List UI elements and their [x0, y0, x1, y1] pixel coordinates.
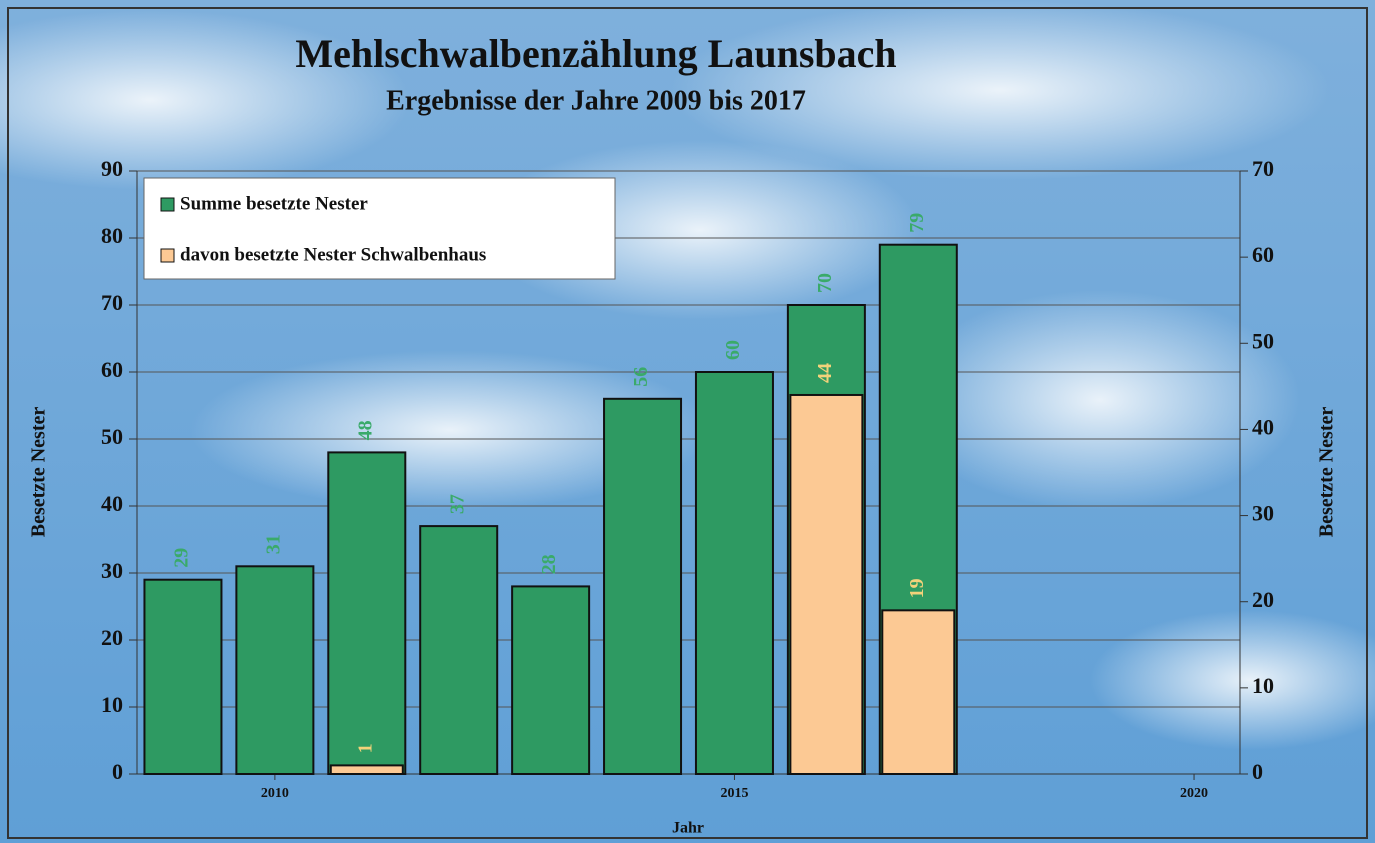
y2-tick-label: 40	[1252, 414, 1274, 439]
value-label: 31	[262, 534, 284, 554]
bar	[327, 451, 407, 775]
x-tick-label: 2020	[1180, 786, 1208, 801]
bar	[329, 764, 404, 776]
value-label: 79	[906, 213, 928, 233]
bar	[694, 371, 774, 775]
y2-tick-label: 70	[1252, 156, 1274, 181]
bar	[419, 525, 499, 775]
y-axis-title: Besetzte Nester	[28, 407, 50, 538]
legend-swatch	[160, 197, 175, 212]
bar	[511, 585, 591, 776]
y-tick-label: 10	[101, 692, 123, 717]
value-label: 28	[538, 554, 560, 574]
legend-label: Summe besetzte Nester	[180, 193, 368, 214]
value-label: 19	[906, 578, 928, 598]
bar	[235, 565, 315, 775]
value-label: 56	[630, 367, 652, 387]
cloud	[900, 290, 1300, 510]
y2-tick-label: 30	[1252, 501, 1274, 526]
cloud	[1090, 610, 1375, 750]
y2-tick-label: 10	[1252, 673, 1274, 698]
value-label: 60	[722, 340, 744, 360]
y-tick-label: 80	[101, 223, 123, 248]
value-label: 1	[354, 743, 376, 753]
y-tick-label: 60	[101, 357, 123, 382]
bar	[881, 609, 956, 775]
cloud	[670, 0, 1330, 180]
y-tick-label: 90	[101, 156, 123, 181]
legend-box	[143, 177, 616, 280]
y-tick-label: 20	[101, 625, 123, 650]
chart-subtitle: Ergebnisse der Jahre 2009 bis 2017	[386, 85, 806, 116]
value-label: 29	[171, 548, 193, 568]
bar	[789, 393, 864, 775]
x-tick-label: 2015	[720, 786, 748, 801]
y-tick-label: 50	[101, 424, 123, 449]
y2-tick-label: 60	[1252, 242, 1274, 267]
frame	[7, 7, 1368, 839]
x-axis-title: Jahr	[672, 820, 704, 837]
x-tick-label: 2010	[261, 786, 289, 801]
legend-swatch	[160, 248, 175, 263]
cloud	[190, 350, 710, 510]
chart-title: Mehlschwalbenzählung Launsbach	[295, 31, 896, 76]
y2-tick-label: 0	[1252, 759, 1263, 784]
value-label: 37	[446, 494, 468, 514]
y-tick-label: 70	[101, 290, 123, 315]
value-label: 70	[814, 273, 836, 293]
bar	[603, 397, 683, 775]
value-label: 48	[354, 420, 376, 440]
y-tick-label: 0	[112, 759, 123, 784]
bar	[143, 578, 223, 776]
y2-tick-label: 50	[1252, 328, 1274, 353]
cloud	[0, 10, 410, 190]
legend-label: davon besetzte Nester Schwalbenhaus	[180, 244, 486, 265]
y-tick-label: 40	[101, 491, 123, 516]
y2-tick-label: 20	[1252, 587, 1274, 612]
value-label: 44	[814, 363, 836, 383]
y-tick-label: 30	[101, 558, 123, 583]
y2-axis-title: Besetzte Nester	[1316, 407, 1338, 538]
